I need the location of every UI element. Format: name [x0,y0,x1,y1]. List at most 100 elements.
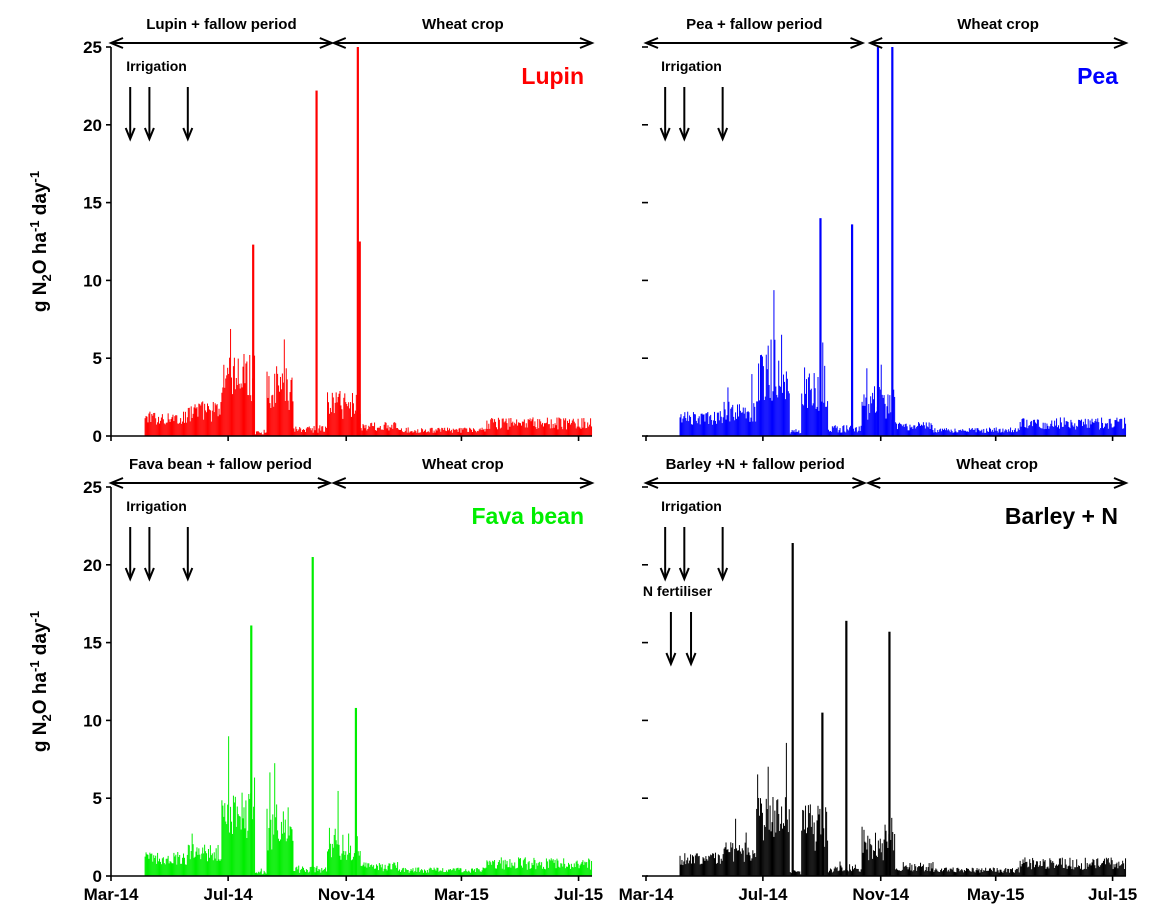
data-bar [510,867,512,876]
data-bar [399,869,401,876]
data-bar [1070,419,1072,436]
data-bar [815,408,817,436]
data-bar [834,866,836,876]
data-bar [1104,423,1106,436]
data-bar [700,413,702,436]
data-bar [831,426,833,436]
data-bar [536,863,538,876]
data-bar [741,412,743,436]
data-bar [237,814,239,876]
data-bar [1040,428,1042,436]
data-bar [321,426,323,436]
data-bar [1101,417,1103,436]
data-bar [470,428,472,436]
data-bar [854,427,856,436]
data-bar [443,430,445,436]
data-bar [769,397,771,436]
data-bar [549,428,551,436]
data-bar [774,810,776,876]
data-bar [325,426,327,436]
data-bar [1060,422,1062,436]
data-bar [160,417,162,436]
data-bar [546,417,548,436]
data-bar [203,419,205,436]
data-bar [953,432,955,436]
data-bar [156,424,158,436]
data-bar [196,407,198,436]
data-bar [342,834,344,876]
data-bar [981,868,983,876]
data-bar [179,855,181,876]
data-bar [426,431,428,436]
data-bar [918,866,920,876]
data-bar [495,868,497,876]
data-bar [407,869,409,876]
data-bar [783,381,785,436]
data-bar [1052,861,1054,876]
data-bar [180,863,182,876]
data-bar [947,429,949,436]
data-bar [1125,858,1127,876]
data-bar [487,861,489,876]
data-bar [1105,423,1107,436]
data-bar [908,867,910,876]
data-bar [295,867,297,876]
data-bar [938,432,940,436]
data-bars [679,47,1127,436]
data-bar [281,373,283,436]
data-bar [322,870,324,876]
data-bar [194,856,196,876]
data-bar [526,427,528,436]
data-bar [153,855,155,876]
data-bar [184,411,186,436]
data-bar [479,428,481,436]
data-bar [246,361,248,436]
data-bar [200,405,202,436]
data-bar [741,848,743,876]
data-bar [183,411,185,436]
data-bar [721,860,723,876]
data-bar [488,865,490,876]
data-bar [1046,423,1048,436]
data-bar [972,868,974,876]
data-bar [926,426,928,436]
data-bar [801,393,803,436]
data-bar [473,869,475,876]
y-tick-label: 25 [83,38,102,57]
data-bar [571,866,573,876]
data-bar [994,871,996,876]
data-bar [812,403,814,436]
data-bar [944,867,946,876]
data-bar [207,403,209,436]
data-bar [1069,857,1071,876]
x-tick-label: Jul-14 [738,885,788,904]
data-bar [941,431,943,436]
data-bar [470,872,472,876]
data-bar [750,417,752,436]
data-bar [167,413,169,436]
data-bar [489,860,491,876]
data-bar [937,429,939,436]
data-bar [531,862,533,876]
data-bar [956,868,958,876]
data-bar [371,422,373,436]
data-bar [363,425,365,436]
data-bar [264,432,266,436]
data-bar [1005,429,1007,436]
data-bar [1080,868,1082,876]
data-bar [331,843,333,876]
data-bar [1000,869,1002,876]
data-bar [685,418,687,436]
data-bar [169,861,171,876]
data-bar [474,872,476,876]
data-bar [755,857,757,876]
data-bar [555,425,557,436]
data-bar [530,868,532,876]
data-bar [301,868,303,876]
data-bar [988,868,990,876]
data-bar [205,851,207,876]
data-bar [961,869,963,876]
data-bar [1088,864,1090,876]
data-bar [885,418,887,436]
